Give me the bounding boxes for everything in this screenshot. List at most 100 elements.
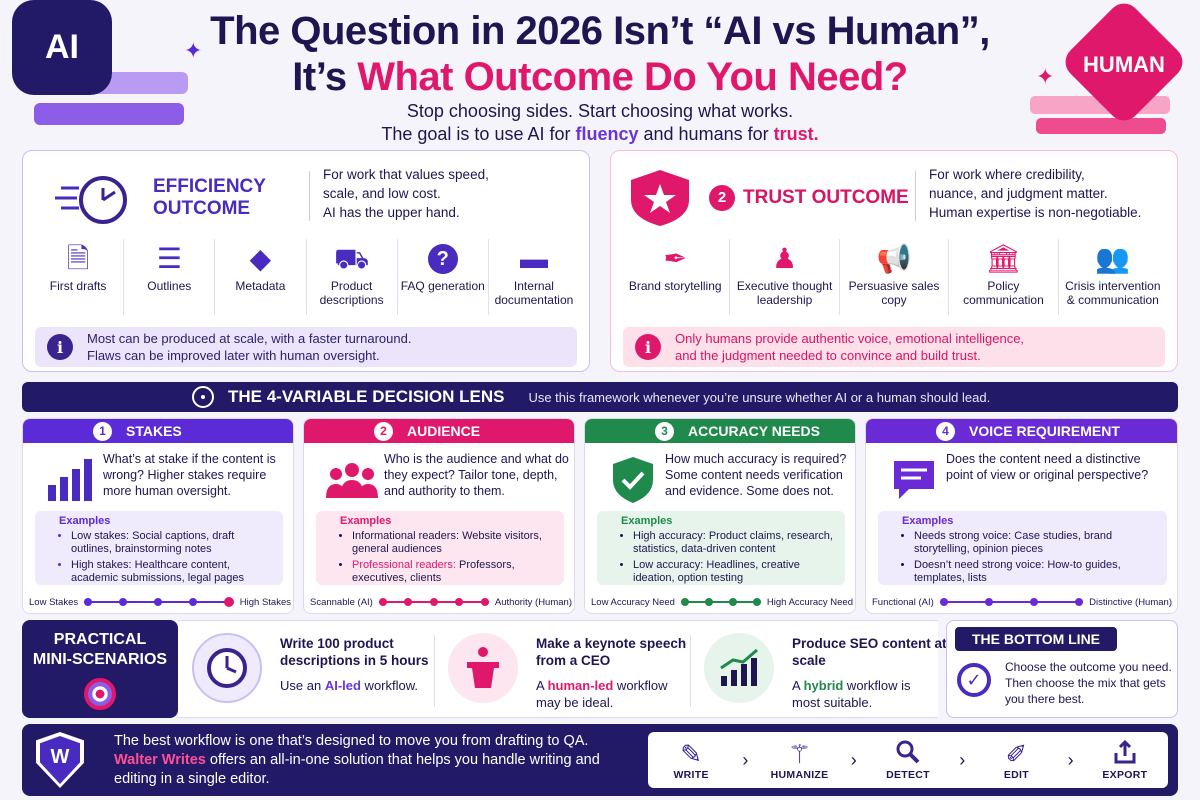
card-number: 3 xyxy=(655,421,674,441)
lens-title: THE 4-VARIABLE DECISION LENS xyxy=(228,387,505,406)
subtitle-middle: and humans for xyxy=(638,124,774,144)
scenario-text: Use an AI-led workflow. xyxy=(280,677,430,694)
chevron-right-icon: › xyxy=(1067,749,1074,770)
scenario-text-pre: Use an xyxy=(280,678,325,693)
scale-track xyxy=(680,598,761,606)
workflow-step-label: HUMANIZE xyxy=(770,769,829,781)
trust-title-text: TRUST OUTCOME xyxy=(743,187,909,208)
note-line: Only humans provide authentic voice, emo… xyxy=(675,331,1025,346)
item-label: FAQ generation xyxy=(400,279,485,293)
cart-icon: ⛟ xyxy=(333,243,370,274)
efficiency-item: 🗎 First drafts xyxy=(33,239,125,315)
workflow-step-humanize[interactable]: ⚚ HUMANIZE xyxy=(765,739,835,781)
scenarios-label-line: MINI-SCENARIOS xyxy=(32,651,168,668)
workflow-step-detect[interactable]: DETECT xyxy=(873,739,943,781)
efficiency-item: ▬ Internal documentation xyxy=(489,239,579,315)
document-icon: 🗎 xyxy=(66,243,90,274)
sparkle-icon: ✦ xyxy=(1036,64,1055,89)
scale-dot xyxy=(378,598,387,606)
walter-writes-logo: W xyxy=(36,732,84,788)
example-label: Informational readers: xyxy=(352,530,463,542)
scale-left-label: Functional (AI) xyxy=(872,596,934,608)
example-text: Product claims, research, statistics, da… xyxy=(633,530,833,555)
efficiency-description: For work that values speed, scale, and l… xyxy=(323,165,573,222)
ai-badge: AI xyxy=(12,0,112,95)
scenario-text-post: workflow may be ideal. xyxy=(536,678,668,710)
scenarios-label-line: PRACTICAL xyxy=(53,631,147,648)
scale-dot xyxy=(429,598,438,606)
example-label: High stakes: xyxy=(71,559,135,571)
folder-icon: ▬ xyxy=(519,243,548,274)
card-header: 1 STAKES xyxy=(23,419,293,443)
trust-desc-line: nuance, and judgment matter. xyxy=(929,186,1108,201)
scenario-hybrid: Produce SEO content at scale A hybrid wo… xyxy=(704,629,947,715)
example-item: Professional readers: Professors, execut… xyxy=(352,559,556,585)
scale-dot xyxy=(680,598,689,606)
item-label: Internal documentation xyxy=(494,279,574,307)
card-title: AUDIENCE xyxy=(407,423,481,439)
examples-title: Examples xyxy=(59,515,111,527)
card-examples: Examples High accuracy: Product claims, … xyxy=(597,511,845,585)
workflow-step-edit[interactable]: ✐ EDIT xyxy=(981,739,1051,781)
efficiency-title-line-2: OUTCOME xyxy=(153,198,251,219)
item-label: Executive thought leadership xyxy=(736,279,833,307)
scenario-title: Write 100 product descriptions in 5 hour… xyxy=(280,636,429,668)
card-audience: 2 AUDIENCE Who is the audience and what d… xyxy=(303,418,575,614)
subtitle-fluency: fluency xyxy=(575,124,639,144)
efficiency-title-line-1: EFFICIENCY xyxy=(153,176,266,197)
scale-dot xyxy=(404,598,413,606)
scenarios-label: PRACTICAL MINI-SCENARIOS xyxy=(22,620,178,718)
scale-dot xyxy=(119,598,128,606)
card-question: Does the content need a distinctive poin… xyxy=(946,452,1149,482)
scenario-human-led: Make a keynote speech from a CEO A human… xyxy=(448,629,688,715)
item-label: Policy communication xyxy=(963,279,1044,307)
trust-item: 📢 Persuasive sales copy xyxy=(840,239,950,315)
example-text: Professors, executives, clients xyxy=(352,559,515,584)
card-question: How much accuracy is required? Some cont… xyxy=(665,452,847,498)
title-highlight: What Outcome Do You Need? xyxy=(357,55,908,99)
speech-bubble-icon xyxy=(884,455,944,505)
card-examples: Examples Informational readers: Website … xyxy=(316,511,564,585)
footer-line-1: The best workflow is one that’s designed… xyxy=(114,733,589,749)
card-question: Who is the audience and what do they exp… xyxy=(384,452,569,498)
efficiency-item: ☰ Outlines xyxy=(124,239,216,315)
logo-letter: W xyxy=(40,736,80,784)
example-label: Low stakes: xyxy=(71,530,133,542)
card-header: 2 AUDIENCE xyxy=(304,419,574,443)
page-title: The Question in 2026 Isn’t “AI vs Human”… xyxy=(200,8,1000,100)
scale-right-label: Distinctive (Human) xyxy=(1089,596,1172,608)
info-icon: i xyxy=(47,334,73,360)
magnifier-icon xyxy=(873,739,943,769)
shield-star-icon xyxy=(631,170,689,226)
bottom-line-title: THE BOTTOM LINE xyxy=(955,627,1117,651)
scale-dot xyxy=(223,597,234,607)
crosshair-icon xyxy=(192,386,214,408)
subtitle-line-1: Stop choosing sides. Start choosing what… xyxy=(406,101,794,121)
card-number: 2 xyxy=(374,421,393,441)
card-title: STAKES xyxy=(126,423,182,439)
example-text: Healthcare content, academic submissions… xyxy=(71,559,245,584)
scale-left-label: Low Stakes xyxy=(29,596,79,608)
card-number: 4 xyxy=(936,421,955,441)
workflow-step-label: DETECT xyxy=(886,769,930,781)
scale-left-label: Low Accuracy Need xyxy=(591,596,675,608)
divider xyxy=(309,171,310,221)
scale-dot xyxy=(455,598,464,606)
trust-desc-line: For work where credibility, xyxy=(929,167,1085,182)
note-line: and the judgment needed to convince and … xyxy=(675,348,981,363)
efficiency-outcome-panel: EFFICIENCY OUTCOME For work that values … xyxy=(22,150,590,372)
divider xyxy=(434,635,435,707)
trust-number-badge: 2 xyxy=(709,185,735,211)
list-icon: ☰ xyxy=(156,243,182,274)
example-text: Case studies, brand storytelling, opinio… xyxy=(914,530,1113,555)
workflow-steps: ✎ WRITE › ⚚ HUMANIZE › DETECT › ✐ EDIT ›… xyxy=(648,732,1168,788)
trust-title: 2 TRUST OUTCOME xyxy=(709,185,909,211)
example-item: Needs strong voice: Case studies, brand … xyxy=(914,530,1159,556)
example-text: Social captions, draft outlines, brainst… xyxy=(71,530,235,555)
workflow-step-write[interactable]: ✎ WRITE xyxy=(656,739,726,781)
podium-icon xyxy=(448,633,518,703)
workflow-step-export[interactable]: EXPORT xyxy=(1090,739,1160,781)
export-icon xyxy=(1090,739,1160,769)
subtitle-trust: trust. xyxy=(773,124,819,144)
title-line-1: The Question in 2026 Isn’t “AI vs Human”… xyxy=(210,9,990,53)
